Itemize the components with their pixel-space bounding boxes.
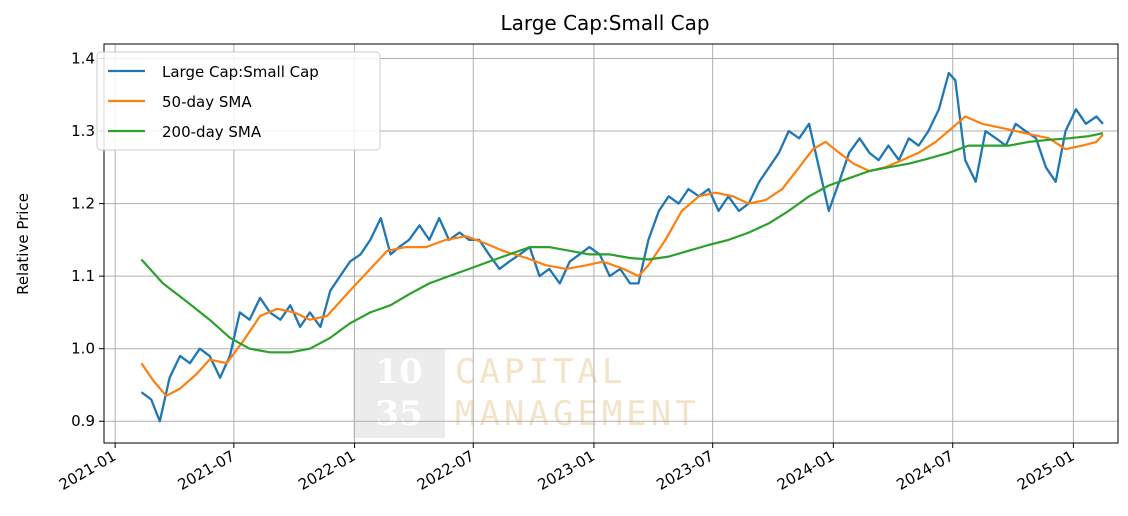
y-tick-label: 1.3 bbox=[71, 122, 95, 140]
legend-box bbox=[96, 51, 381, 151]
series-line-200-day-sma bbox=[140, 132, 1104, 354]
watermark-line-1: CAPITAL bbox=[455, 352, 626, 392]
watermark-line-2: MANAGEMENT bbox=[455, 394, 700, 434]
plot-frame bbox=[103, 43, 1119, 444]
legend-label-50-day: 50-day SMA bbox=[162, 93, 252, 111]
x-tick-label: 2021-01 bbox=[56, 447, 119, 494]
y-tick-label: 1.1 bbox=[71, 267, 95, 285]
y-tick-label: 0.9 bbox=[71, 412, 95, 430]
y-tick-label: 1.4 bbox=[71, 50, 95, 68]
y-tick-label: 1.2 bbox=[71, 195, 95, 213]
x-tick-label: 2023-07 bbox=[653, 447, 716, 494]
x-tick-label: 2024-01 bbox=[774, 447, 837, 494]
y-tick-label: 1.0 bbox=[71, 340, 95, 358]
x-tick-label: 2021-07 bbox=[175, 447, 238, 494]
series-line-50-day-sma bbox=[140, 115, 1104, 397]
watermark-number-bottom: 35 bbox=[375, 394, 422, 434]
x-tick-label: 2022-07 bbox=[414, 447, 477, 494]
legend-label-200-day: 200-day SMA bbox=[162, 123, 262, 141]
legend: Large Cap:Small Cap 50-day SMA 200-day S… bbox=[96, 51, 381, 151]
legend-label-large-small: Large Cap:Small Cap bbox=[162, 63, 319, 81]
x-axis: 2021-01 2021-07 2022-01 2022-07 2023-01 2023-… bbox=[56, 443, 1077, 494]
x-tick-label: 2022-01 bbox=[295, 447, 358, 494]
series-group bbox=[140, 71, 1104, 423]
series-line-large-small bbox=[140, 71, 1104, 423]
watermark: 10 35 CAPITAL MANAGEMENT bbox=[353, 348, 700, 438]
y-axis-label: Relative Price bbox=[14, 193, 32, 295]
x-tick-label: 2025-01 bbox=[1014, 447, 1077, 494]
watermark-logo-box bbox=[353, 348, 445, 438]
y-axis: 0.9 1.0 1.1 1.2 1.3 1.4 bbox=[71, 50, 104, 430]
watermark-number-top: 10 bbox=[375, 352, 422, 392]
x-tick-label: 2024-07 bbox=[893, 447, 956, 494]
x-tick-label: 2023-01 bbox=[535, 447, 598, 494]
chart-title: Large Cap:Small Cap bbox=[500, 11, 709, 35]
